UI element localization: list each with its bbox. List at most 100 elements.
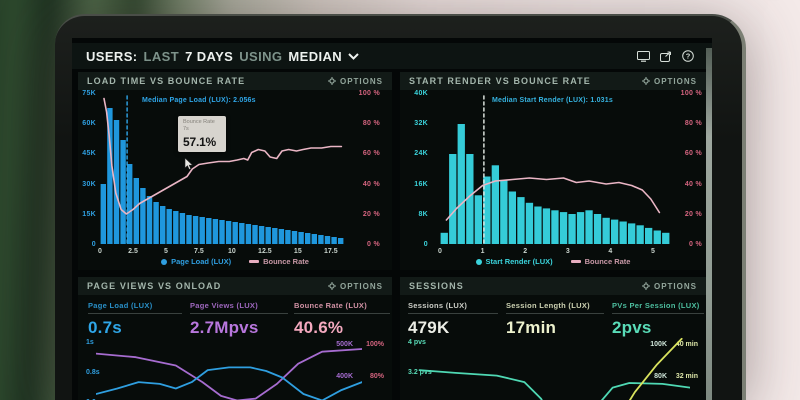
y-axis-right: 100 % 80 % 60 % 40 % 20 % 0 % [350, 90, 380, 248]
start-render-chart[interactable] [440, 94, 670, 244]
axis-tick-label: 60 % [362, 150, 380, 158]
divider [408, 313, 498, 314]
axis-tick-label: 100K [650, 341, 667, 348]
display-icon[interactable] [637, 50, 650, 62]
axis-tick-label: 4 [608, 248, 613, 255]
axis-tick-label: 16K [414, 180, 428, 188]
axis-tick-label: 7.5 [194, 248, 204, 255]
y-axis-right: 100 % 80 % 60 % 40 % 20 % 0 % [674, 90, 702, 248]
axis-tick-label: 20 % [684, 210, 702, 218]
legend-item[interactable]: Bounce Rate [249, 257, 309, 266]
divider [294, 313, 390, 314]
legend-swatch [249, 260, 260, 263]
panel-header: PAGE VIEWS VS ONLOAD OPTIONS [78, 277, 392, 295]
stat-label: PVs Per Session (LUX) [612, 301, 700, 310]
axis-tick-label: 0 [438, 248, 442, 255]
axis-tick-label: 17.5 [323, 248, 338, 255]
panel-title: SESSIONS [409, 281, 464, 291]
axis-tick-label: 40 % [362, 180, 380, 188]
gear-icon [327, 282, 336, 290]
axis-tick-label: 32K [414, 120, 428, 128]
panel-header: LOAD TIME VS BOUNCE RATE OPTIONS [78, 72, 392, 90]
sessions-chart[interactable] [414, 337, 690, 400]
panel-title: LOAD TIME VS BOUNCE RATE [87, 76, 246, 86]
stat-label: Page Load (LUX) [88, 301, 153, 310]
mouse-cursor [184, 158, 194, 170]
options-button[interactable]: OPTIONS [641, 281, 697, 291]
divider [88, 313, 182, 314]
panel-page-views: PAGE VIEWS VS ONLOAD OPTIONS Page Load (… [78, 277, 392, 400]
stat-value: 2.7Mpvs [190, 318, 259, 337]
y-axis-left: 40K 32K 24K 16K 8K 0 [402, 90, 428, 248]
legend-item[interactable]: Bounce Rate [570, 257, 630, 266]
panel-header: SESSIONS OPTIONS [400, 277, 706, 295]
axis-tick-label: 0 % [367, 240, 380, 248]
help-icon[interactable]: ? [682, 50, 694, 62]
legend-item[interactable]: Page Load (LUX) [161, 257, 231, 266]
title-segment: USERS: [86, 48, 138, 64]
x-axis: 0 2.5 5 7.5 10 12.5 15 17.5 [98, 248, 344, 258]
axis-tick-label: 45K [82, 150, 96, 158]
panel-title: START RENDER VS BOUNCE RATE [409, 76, 591, 86]
axis-tick-label: 40K [414, 90, 428, 97]
legend-item[interactable]: Start Render (LUX) [475, 257, 553, 266]
panel-start-render: START RENDER VS BOUNCE RATE OPTIONS 40K 3… [400, 72, 706, 270]
tooltip-series: Bounce Rate [183, 119, 215, 125]
axis-tick-label: 500K [336, 341, 353, 348]
load-time-chart[interactable] [100, 94, 344, 244]
axis-tick-label: 80 % [362, 120, 380, 128]
axis-tick-label: 80 % [684, 120, 702, 128]
share-icon[interactable] [660, 51, 672, 62]
svg-text:?: ? [686, 52, 691, 61]
axis-tick-label: 1 [480, 248, 485, 255]
title-segment: LAST [143, 48, 180, 64]
axis-tick-label: 100 % [358, 90, 380, 97]
axis-tick-label: 20 % [362, 210, 380, 218]
axis-tick-label: 2 [523, 248, 528, 255]
axis-tick-label: 8K [418, 210, 428, 218]
stat-pvs-per-session: PVs Per Session (LUX) 2pvs [612, 301, 704, 338]
legend-label: Bounce Rate [263, 257, 309, 266]
timeframe-dropdown[interactable]: USERS: LAST 7 DAYS USING MEDIAN [86, 49, 359, 64]
axis-tick-label: 0 [423, 240, 428, 248]
axis-tick-label: 2.5 [128, 248, 138, 255]
options-button[interactable]: OPTIONS [641, 77, 697, 86]
options-label: OPTIONS [339, 281, 383, 291]
stat-value: 2pvs [612, 318, 652, 337]
stat-label: Bounce Rate (LUX) [294, 301, 368, 310]
chart-legend: Page Load (LUX) Bounce Rate [78, 257, 392, 266]
stat-bounce-rate: Bounce Rate (LUX) 40.6% [294, 301, 390, 338]
chart-legend: Start Render (LUX) Bounce Rate [400, 257, 706, 266]
stat-value: 479K [408, 318, 450, 337]
options-button[interactable]: OPTIONS [327, 281, 383, 291]
chevron-down-icon [348, 52, 359, 60]
page-views-chart[interactable] [96, 337, 362, 400]
axis-tick-label: 15 [293, 248, 302, 255]
y-axis-left: 75K 60K 45K 30K 15K 0 [78, 90, 96, 248]
axis-tick-label: 15K [82, 210, 96, 218]
axis-tick-label: 0.8s [86, 369, 100, 376]
axis-tick-label: 12.5 [258, 248, 272, 255]
x-axis: 0 1 2 3 4 5 [438, 248, 670, 258]
axis-tick-label: 0 [91, 240, 96, 248]
header-actions: ? [637, 43, 694, 69]
screen-edge-reflection [706, 48, 712, 400]
divider [506, 313, 604, 314]
axis-tick-label: 80K [654, 373, 667, 380]
axis-tick-label: 40 % [684, 180, 702, 188]
options-label: OPTIONS [339, 76, 383, 86]
axis-tick-label: 24K [414, 150, 428, 158]
axis-tick-label: 4 pvs [408, 339, 426, 346]
options-label: OPTIONS [653, 281, 697, 291]
gear-icon [641, 282, 650, 290]
axis-tick-label: 100% [366, 341, 384, 348]
median-annotation: Median Page Load (LUX): 2.056s [142, 97, 256, 104]
legend-swatch [161, 258, 168, 265]
panel-title: PAGE VIEWS VS ONLOAD [87, 281, 222, 291]
divider [612, 313, 704, 314]
dashboard-header: USERS: LAST 7 DAYS USING MEDIAN ? [72, 43, 712, 69]
axis-tick-label: 3 [565, 248, 570, 255]
options-button[interactable]: OPTIONS [327, 76, 383, 86]
axis-tick-label: 0 % [689, 240, 702, 248]
stat-session-length: Session Length (LUX) 17min [506, 301, 604, 338]
